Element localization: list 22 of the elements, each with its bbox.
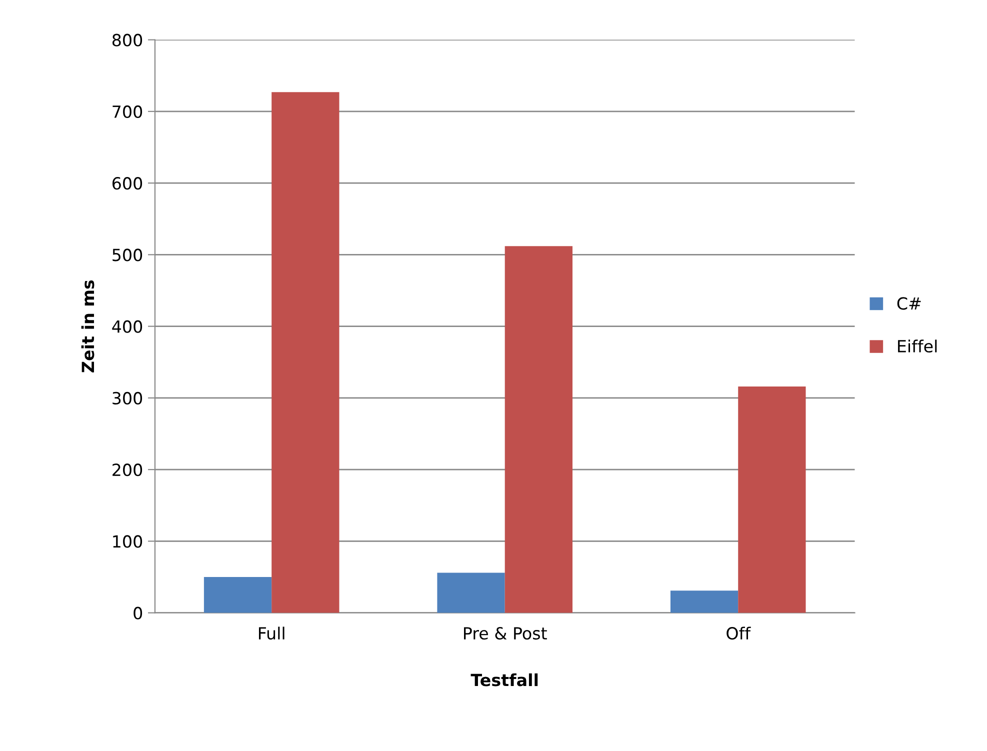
y-tick-label: 0: [134, 606, 142, 620]
y-tick-label: 500: [112, 248, 142, 262]
y-axis-title: Zeit in ms: [81, 280, 94, 372]
bar: [204, 577, 272, 613]
x-tick-label: Off: [726, 626, 751, 640]
bar: [504, 246, 572, 613]
y-tick-label: 400: [112, 320, 142, 333]
bar: [738, 386, 806, 613]
y-tick-label: 600: [112, 177, 142, 190]
bar: [670, 590, 738, 613]
y-tick-label: 100: [113, 535, 142, 548]
bar: [272, 92, 340, 613]
y-tick-label: 300: [112, 392, 142, 405]
x-axis-title: Testfall: [470, 673, 538, 686]
y-tick-label: 800: [112, 34, 142, 46]
y-tick-label: 700: [112, 105, 142, 118]
x-tick-label: Full: [258, 626, 284, 640]
bar: [437, 572, 505, 613]
legend-label: Eiffel: [898, 340, 937, 353]
x-tick-label: Pre & Post: [464, 627, 547, 640]
y-tick-label: 200: [112, 464, 142, 476]
legend-label: C#: [897, 297, 921, 310]
